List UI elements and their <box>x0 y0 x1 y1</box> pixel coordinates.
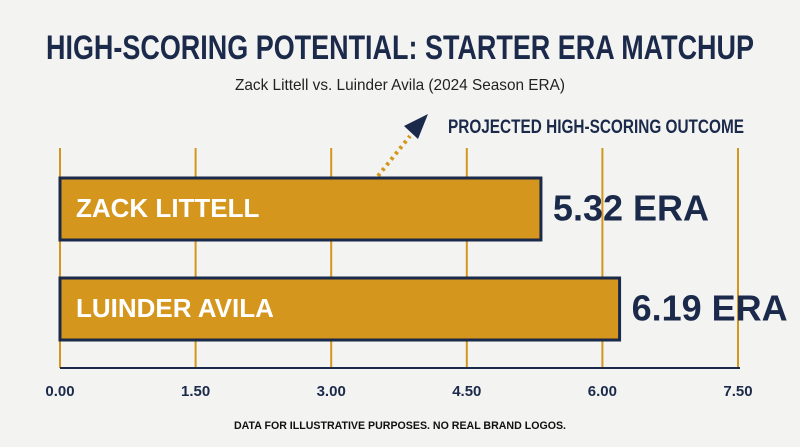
annotation-arrow-shaft <box>376 134 412 178</box>
bar-category-label: ZACK LITTELL <box>76 193 260 223</box>
x-tick-label: 6.00 <box>588 383 617 400</box>
annotation-arrow-head <box>404 114 428 139</box>
x-tick-label: 1.50 <box>181 383 210 400</box>
x-tick-label: 7.50 <box>723 383 752 400</box>
value-label: 6.19 ERA <box>632 288 788 329</box>
bars: ZACK LITTELL 5.32 ERA LUINDER AVILA 6.19 ER… <box>58 176 788 342</box>
chart-title: HIGH-SCORING POTENTIAL: STARTER ERA MATC… <box>46 29 754 67</box>
chart-subtitle: Zack Littell vs. Luinder Avila (2024 Sea… <box>235 77 565 94</box>
value-label: 5.32 ERA <box>553 188 709 229</box>
footnote: DATA FOR ILLUSTRATIVE PURPOSES. NO REAL … <box>234 420 566 432</box>
x-tick-label: 0.00 <box>45 383 74 400</box>
bar <box>58 176 543 242</box>
bar-category-label: LUINDER AVILA <box>76 293 274 323</box>
annotation: PROJECTED HIGH-SCORING OUTCOME <box>448 117 744 138</box>
bar <box>58 276 622 342</box>
x-tick-label: 3.00 <box>317 383 346 400</box>
x-tick-label: 4.50 <box>452 383 481 400</box>
